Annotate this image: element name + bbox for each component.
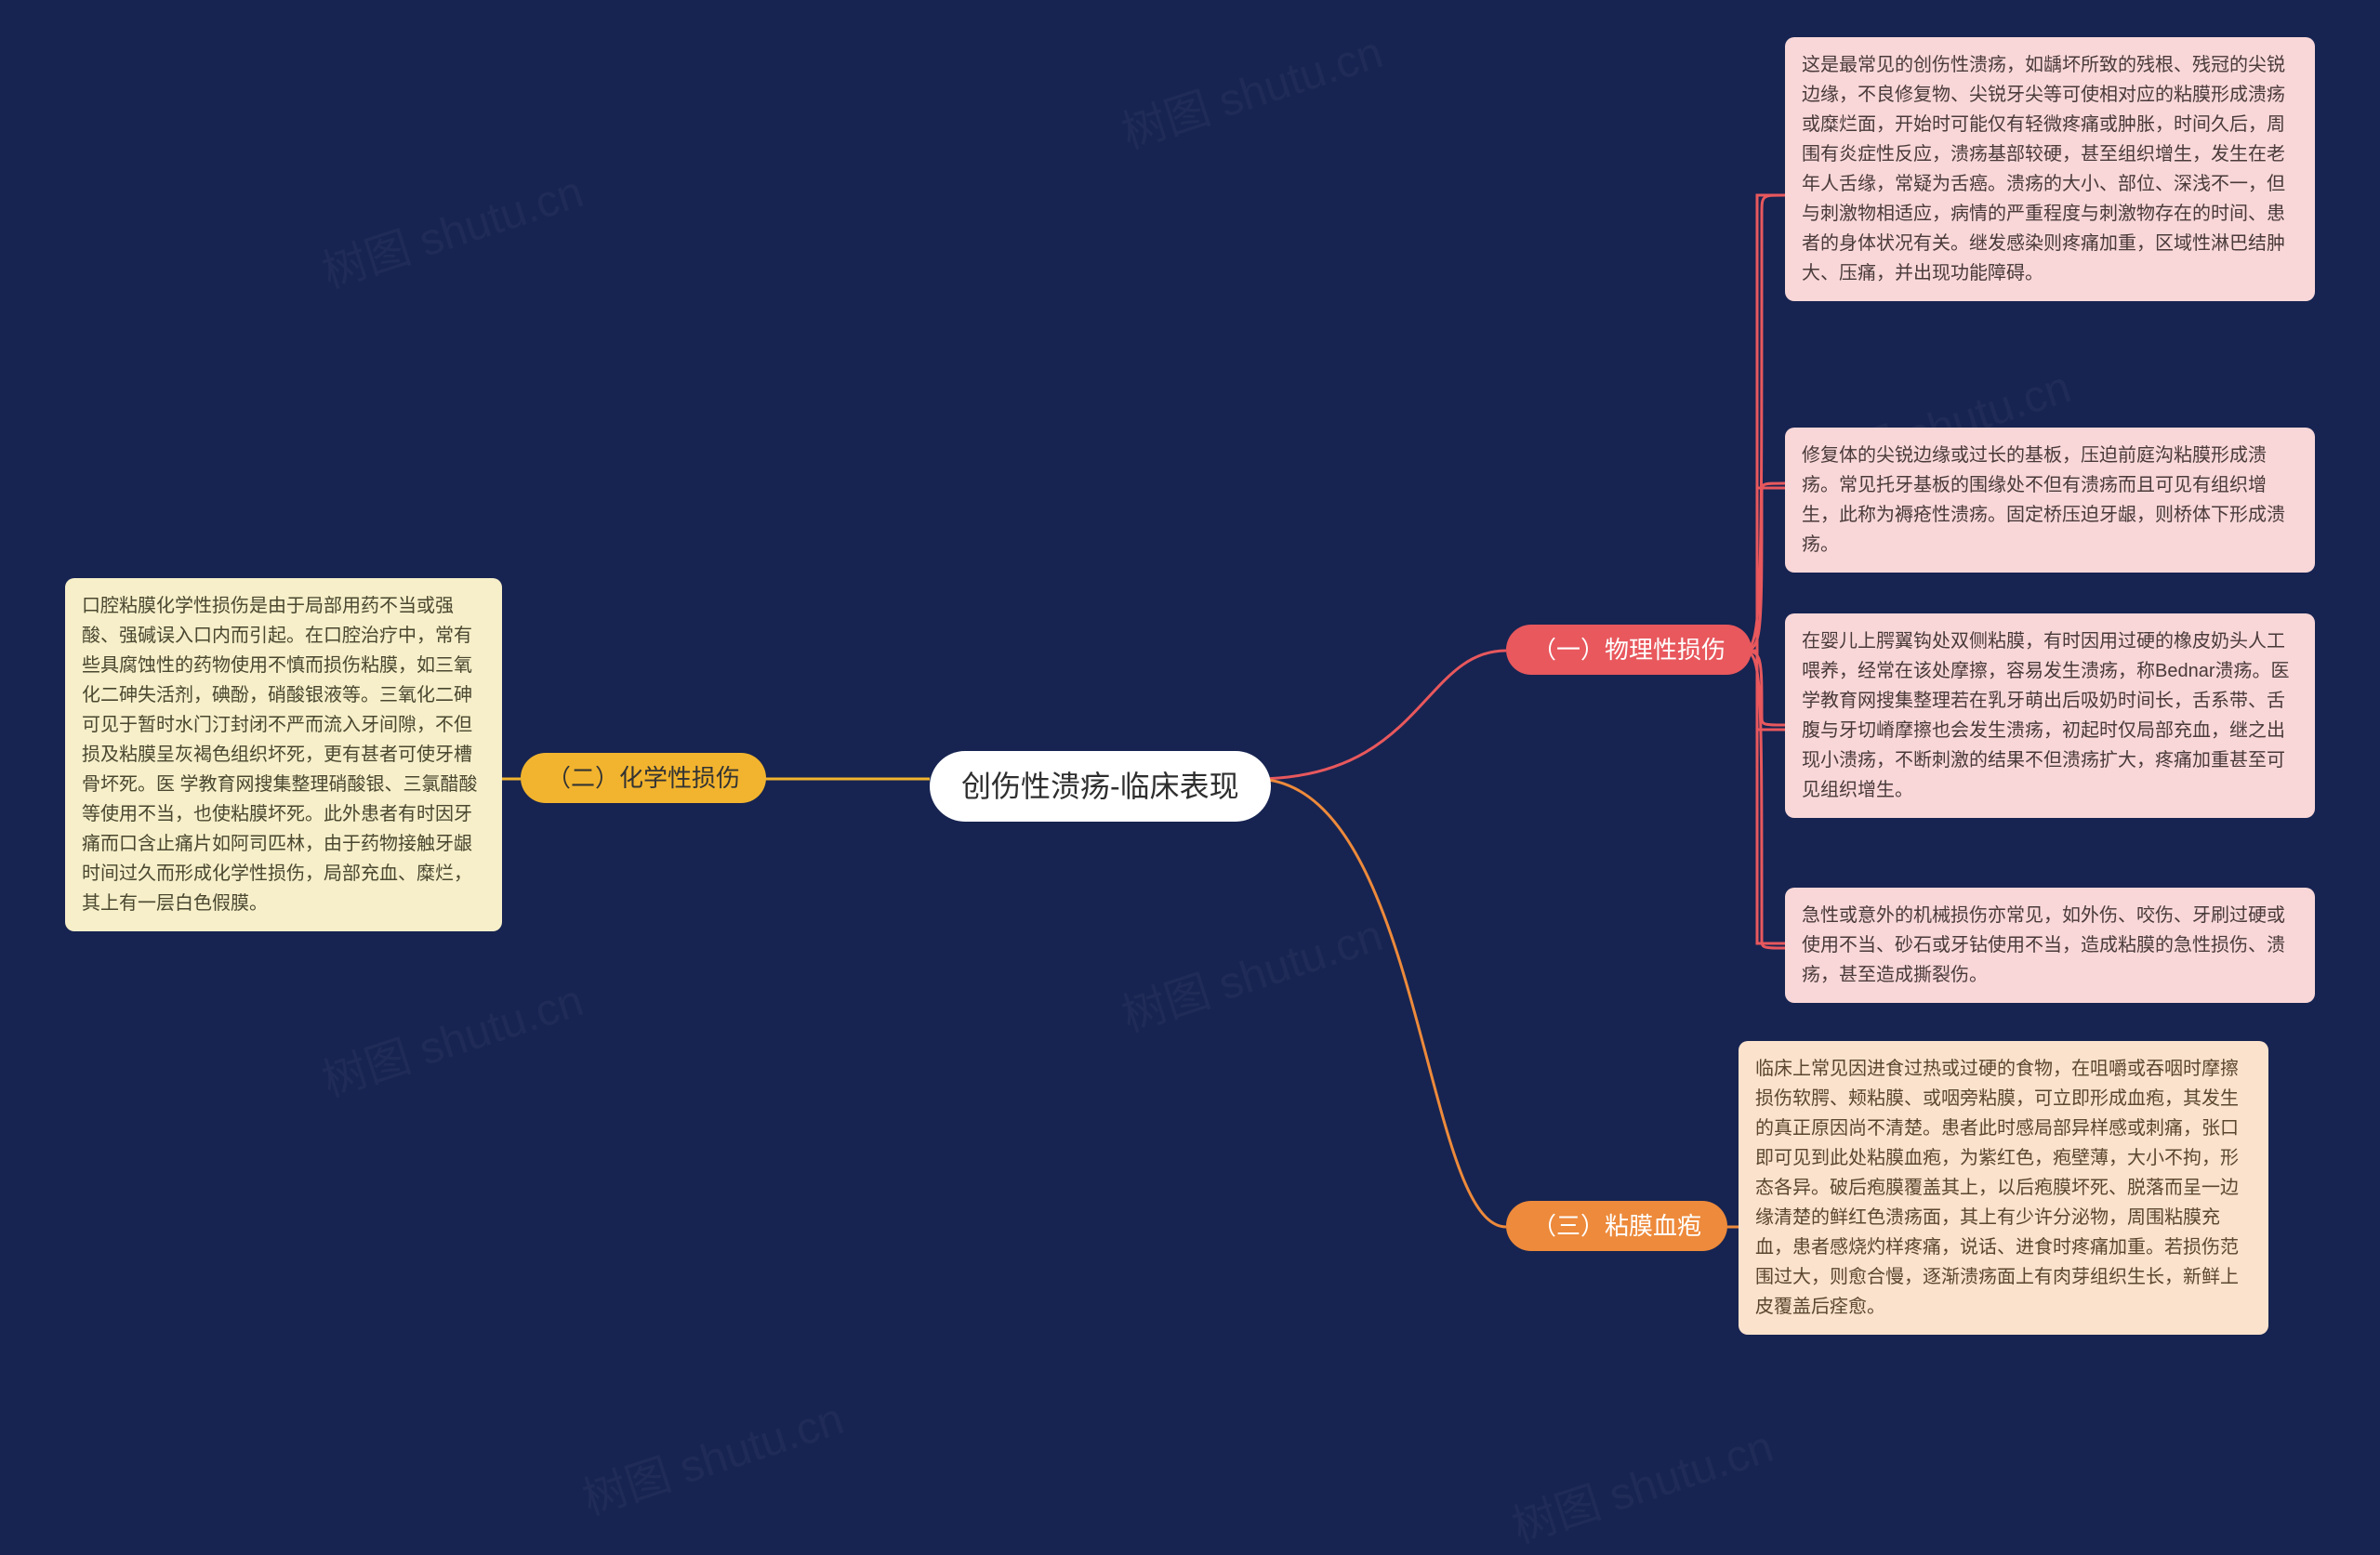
leaf-physical-3[interactable]: 在婴儿上腭翼钩处双侧粘膜，有时因用过硬的橡皮奶头人工喂养，经常在该处摩擦，容易发… xyxy=(1785,613,2315,818)
watermark: 树图 shutu.cn xyxy=(312,155,589,300)
branch-physical-injury[interactable]: （一）物理性损伤 xyxy=(1506,625,1752,675)
leaf-physical-1[interactable]: 这是最常见的创伤性溃疡，如龋坏所致的残根、残冠的尖锐边缘，不良修复物、尖锐牙尖等… xyxy=(1785,37,2315,301)
watermark: 树图 shutu.cn xyxy=(573,1382,850,1527)
branch-mucosa-blister[interactable]: （三）粘膜血疱 xyxy=(1506,1201,1727,1251)
leaf-chemical-1[interactable]: 口腔粘膜化学性损伤是由于局部用药不当或强酸、强碱误入口内而引起。在口腔治疗中，常… xyxy=(65,578,502,931)
leaf-physical-4[interactable]: 急性或意外的机械损伤亦常见，如外伤、咬伤、牙刷过硬或使用不当、砂石或牙钻使用不当… xyxy=(1785,888,2315,1003)
watermark: 树图 shutu.cn xyxy=(1112,16,1389,161)
watermark: 树图 shutu.cn xyxy=(1502,1410,1779,1555)
watermark: 树图 shutu.cn xyxy=(312,964,589,1109)
watermark: 树图 shutu.cn xyxy=(1112,899,1389,1044)
leaf-blister-1[interactable]: 临床上常见因进食过热或过硬的食物，在咀嚼或吞咽时摩擦损伤软腭、颊粘膜、或咽旁粘膜… xyxy=(1739,1041,2268,1335)
root-node[interactable]: 创伤性溃疡-临床表现 xyxy=(930,751,1271,822)
leaf-physical-2[interactable]: 修复体的尖锐边缘或过长的基板，压迫前庭沟粘膜形成溃疡。常见托牙基板的围缘处不但有… xyxy=(1785,428,2315,573)
branch-chemical-injury[interactable]: （二）化学性损伤 xyxy=(521,753,766,803)
